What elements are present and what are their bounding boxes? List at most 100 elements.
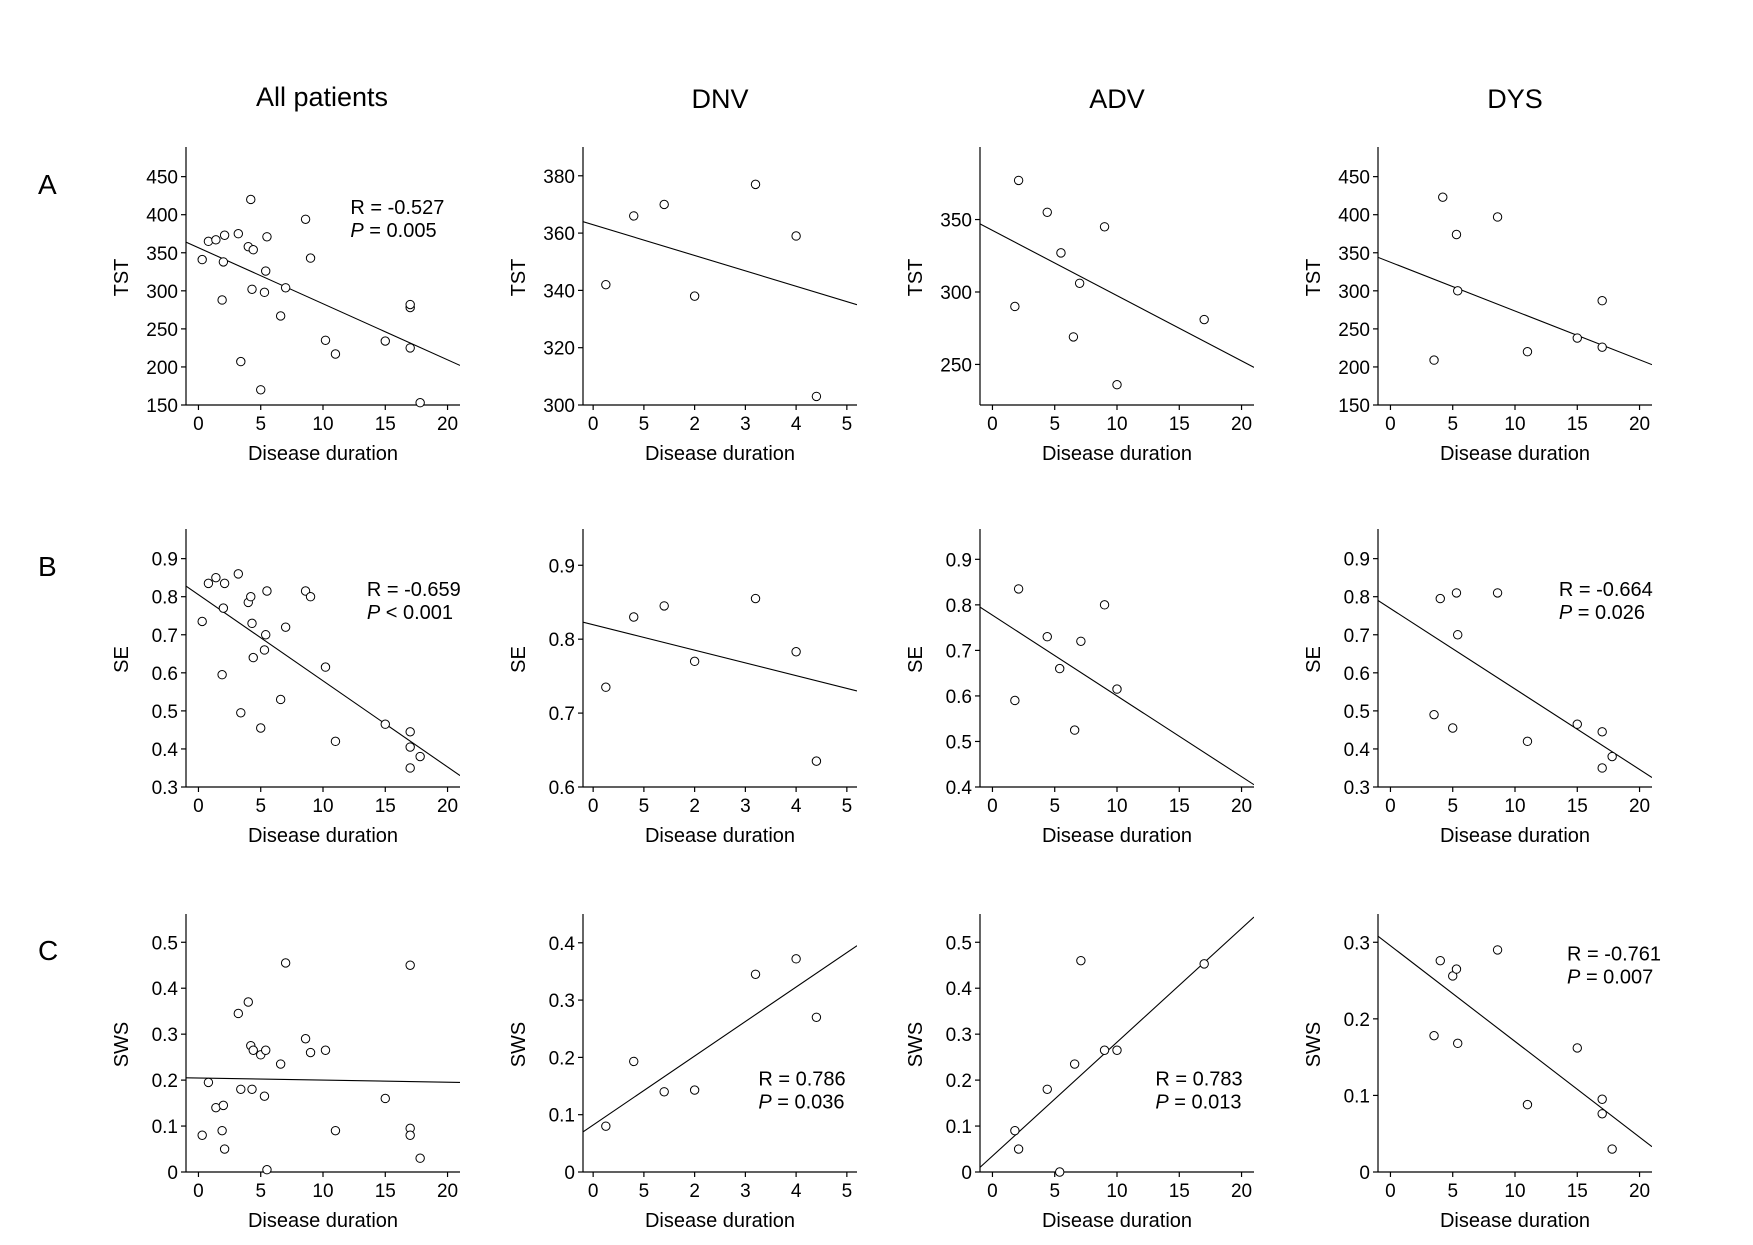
- y-tick-label: 0.5: [946, 933, 972, 954]
- data-point: [1056, 248, 1066, 258]
- x-tick-label: 5: [1447, 1181, 1458, 1202]
- y-tick-label: 0.6: [152, 664, 178, 685]
- data-point: [1429, 355, 1439, 365]
- regression-line: [1378, 256, 1652, 366]
- data-point: [1572, 333, 1582, 343]
- data-point: [248, 652, 258, 663]
- data-point: [601, 279, 611, 290]
- data-point: [300, 214, 311, 224]
- y-tick-label: 0.8: [152, 588, 178, 609]
- regression-line: [186, 1077, 460, 1083]
- y-tick-label: 0: [961, 1163, 972, 1184]
- data-point: [1042, 207, 1052, 218]
- x-axis-label: Disease duration: [1440, 443, 1590, 465]
- y-tick-label: 300: [543, 396, 575, 417]
- data-point: [1074, 278, 1085, 288]
- x-axis-label: Disease duration: [248, 443, 398, 465]
- data-point: [233, 229, 244, 239]
- data-point: [1453, 630, 1463, 640]
- data-point: [415, 1153, 425, 1163]
- regression-line: [583, 621, 857, 692]
- x-tick-label: 10: [312, 796, 333, 817]
- y-axis-label: SE: [1303, 646, 1325, 673]
- x-tick-label: 5: [842, 414, 853, 435]
- data-point: [1068, 332, 1079, 342]
- y-tick-label: 0.6: [946, 687, 972, 708]
- data-point: [1492, 212, 1503, 222]
- y-tick-label: 340: [543, 281, 575, 302]
- data-point: [1199, 314, 1209, 325]
- x-tick-label: 5: [255, 1181, 266, 1202]
- data-point: [750, 593, 761, 604]
- y-tick-label: 0.1: [549, 1106, 575, 1127]
- y-tick-label: 0.3: [152, 1025, 178, 1046]
- y-tick-label: 0.9: [152, 550, 178, 571]
- data-point: [1010, 695, 1020, 706]
- x-axis-label: Disease duration: [645, 825, 795, 847]
- regression-line: [186, 585, 460, 777]
- correlation-r: R = -0.664: [1559, 579, 1653, 601]
- x-axis-label: Disease duration: [1042, 1210, 1192, 1232]
- regression-line: [980, 916, 1254, 1168]
- data-point: [217, 295, 227, 305]
- x-axis-label: Disease duration: [645, 443, 795, 465]
- x-tick-label: 20: [1231, 796, 1252, 817]
- x-tick-label: 15: [375, 1181, 396, 1202]
- correlation-p: P = 0.013: [1155, 1091, 1241, 1113]
- x-tick-label: 2: [689, 414, 700, 435]
- data-point: [233, 1008, 244, 1019]
- data-point: [689, 656, 700, 667]
- data-point: [211, 572, 221, 583]
- x-tick-label: 10: [1106, 414, 1127, 435]
- y-tick-label: 450: [1338, 168, 1370, 189]
- data-point: [811, 1012, 822, 1022]
- y-axis-label: TST: [111, 259, 133, 297]
- x-tick-label: 20: [437, 1181, 458, 1202]
- data-point: [330, 349, 341, 359]
- correlation-p: P = 0.005: [350, 220, 436, 242]
- x-tick-label: 15: [1169, 796, 1190, 817]
- correlation-r: R = -0.659: [367, 579, 461, 601]
- x-tick-label: 0: [588, 796, 599, 817]
- x-tick-label: 0: [588, 414, 599, 435]
- y-tick-label: 0.5: [946, 732, 972, 753]
- p-value: = 0.036: [772, 1091, 845, 1113]
- regression-line: [980, 223, 1254, 368]
- data-point: [1522, 736, 1533, 747]
- y-tick-label: 0.4: [946, 778, 973, 799]
- x-tick-label: 2: [689, 1181, 700, 1202]
- data-point: [305, 1047, 316, 1058]
- data-point: [280, 283, 291, 293]
- data-point: [1013, 584, 1024, 594]
- data-point: [1010, 301, 1020, 312]
- y-tick-label: 0.5: [152, 702, 178, 723]
- regression-line: [980, 606, 1254, 786]
- data-point: [380, 336, 390, 346]
- data-point: [1069, 1059, 1080, 1069]
- data-point: [811, 756, 822, 766]
- y-axis-label: SWS: [111, 1022, 133, 1068]
- data-point: [1112, 1045, 1122, 1055]
- data-point: [233, 569, 244, 579]
- y-axis-label: SE: [111, 646, 133, 673]
- y-tick-label: 0.3: [946, 1025, 972, 1046]
- data-point: [197, 1130, 207, 1140]
- x-tick-label: 5: [1049, 1181, 1060, 1202]
- data-point: [261, 630, 271, 640]
- data-point: [1453, 1038, 1463, 1049]
- regression-line: [583, 945, 857, 1133]
- data-point: [1451, 964, 1462, 974]
- x-tick-label: 4: [791, 414, 802, 435]
- p-symbol: P: [350, 220, 364, 242]
- x-tick-label: 5: [842, 796, 853, 817]
- correlation-p: P < 0.001: [367, 602, 453, 624]
- row-label-c: C: [38, 935, 58, 966]
- data-point: [1042, 1084, 1052, 1094]
- x-tick-label: 15: [375, 796, 396, 817]
- x-tick-label: 15: [375, 414, 396, 435]
- x-tick-label: 20: [1629, 414, 1650, 435]
- data-point: [1438, 192, 1448, 202]
- data-point: [1112, 684, 1122, 694]
- x-axis-label: Disease duration: [1440, 825, 1590, 847]
